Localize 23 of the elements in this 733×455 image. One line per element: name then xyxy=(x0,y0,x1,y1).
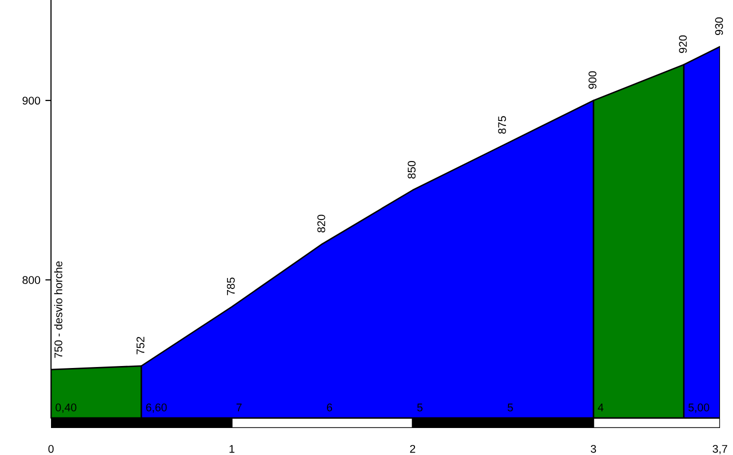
annotation: 4 xyxy=(598,404,604,412)
annotation: 5,00 xyxy=(688,404,710,413)
x-tick-label: 0 xyxy=(48,444,54,453)
data-label: 752 xyxy=(136,336,144,354)
annotation: 6 xyxy=(326,404,332,412)
x-tick-label: 1 xyxy=(230,445,234,453)
annotation: 5 xyxy=(508,404,513,412)
data-label: 850 xyxy=(408,160,416,179)
x-tick-label: 3,7 xyxy=(712,444,728,454)
annotation: 0,40 xyxy=(56,404,76,413)
data-label: 785 xyxy=(226,278,235,296)
data-label: 750 - desvio horche xyxy=(54,261,62,358)
data-label: 900 xyxy=(588,71,596,89)
x-tick-label: 2 xyxy=(410,444,416,453)
data-label: 875 xyxy=(498,116,506,134)
annotation: 7 xyxy=(236,404,242,412)
data-label: 930 xyxy=(715,17,723,36)
annotation: 5 xyxy=(417,404,422,412)
annotation: 6,60 xyxy=(146,404,167,413)
data-label: 920 xyxy=(678,35,687,53)
y-tick-label: 800 xyxy=(22,276,40,284)
x-tick-label: 3 xyxy=(590,444,596,453)
data-label: 820 xyxy=(317,214,326,232)
